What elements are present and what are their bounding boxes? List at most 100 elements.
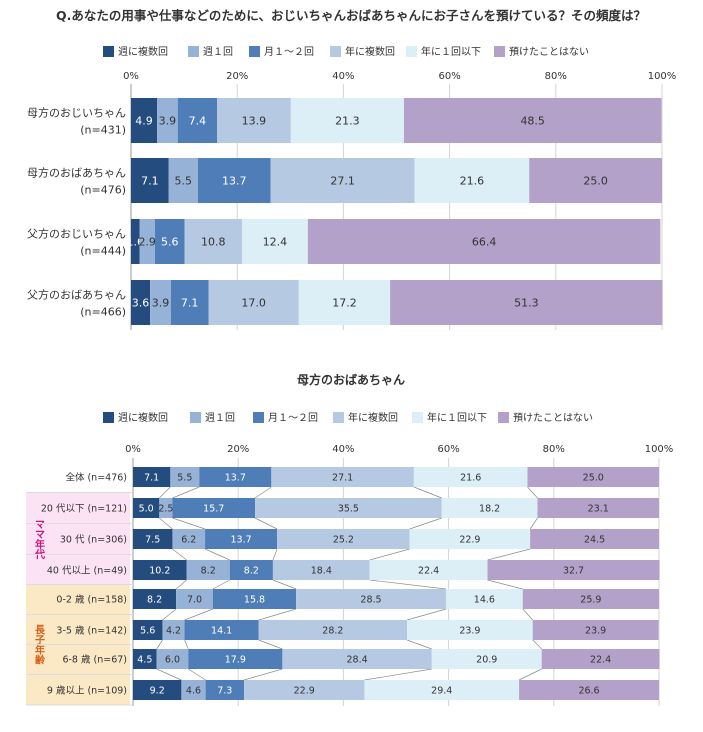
data-label-7-1: 4.6 — [186, 685, 201, 696]
legend-swatch-0 — [103, 46, 114, 57]
series-connector — [406, 639, 432, 650]
x-tick-label-4: 80% — [543, 444, 565, 455]
category-name-2: 30 代 (n=306) — [60, 535, 127, 546]
series-connector — [527, 486, 538, 499]
x-tick-label-2: 40% — [332, 71, 354, 82]
data-label-3-2: 7.1 — [181, 296, 199, 309]
series-connector — [162, 608, 177, 621]
series-connector — [413, 486, 442, 499]
category-n-3: (n=466) — [80, 306, 126, 319]
legend-swatch-1 — [190, 412, 201, 423]
data-label-6-4: 20.9 — [476, 654, 497, 665]
bar-segment-3-1 — [150, 280, 171, 325]
legend-swatch-3 — [330, 46, 341, 57]
data-label-6-2: 17.9 — [225, 654, 246, 665]
bar-segment-2-2 — [205, 529, 278, 549]
data-label-1-0: 5.0 — [139, 503, 154, 514]
legend-label-3: 年に複数回 — [348, 411, 398, 424]
series-connector — [188, 668, 206, 681]
legend-swatch-1 — [188, 46, 199, 57]
bar-segment-6-0 — [133, 649, 157, 669]
data-label-5-0: 5.6 — [140, 625, 155, 636]
data-label-1-5: 25.0 — [583, 174, 608, 187]
bar-segment-1-3 — [270, 158, 415, 203]
bar-segment-6-5 — [541, 649, 660, 669]
data-label-4-3: 28.5 — [360, 594, 381, 605]
category-n-1: (n=476) — [80, 184, 126, 197]
series-connector — [487, 579, 523, 590]
data-label-1-1: 2.5 — [158, 503, 173, 514]
x-tick-label-0: 0% — [125, 444, 141, 455]
bar-segment-0-3 — [271, 467, 414, 487]
x-tick-label-1: 20% — [227, 444, 249, 455]
legend-label-1: 週１回 — [205, 412, 235, 424]
data-label-3-0: 3.6 — [132, 296, 150, 309]
series-connector — [184, 608, 214, 621]
x-tick-label-3: 60% — [437, 444, 459, 455]
series-connector — [272, 548, 278, 561]
data-label-1-4: 21.6 — [460, 174, 485, 187]
data-label-2-4: 22.9 — [459, 534, 480, 545]
data-label-1-3: 35.5 — [338, 503, 359, 514]
bar-segment-1-1 — [168, 158, 198, 203]
bar-segment-3-2 — [229, 560, 273, 580]
x-tick-label-5: 100% — [645, 444, 674, 455]
category-name-3: 父方のおばあちゃん — [27, 288, 126, 302]
bar-segment-6-4 — [431, 649, 542, 669]
series-connector — [272, 579, 297, 590]
series-connector — [159, 486, 171, 499]
group-band-0 — [26, 493, 130, 585]
bar-segment-7-1 — [181, 680, 206, 700]
bar-segment-4-4 — [445, 589, 523, 609]
bar-segment-3-0 — [133, 560, 187, 580]
legend-label-1: 週１回 — [203, 46, 233, 58]
series-connector — [409, 517, 442, 530]
data-label-5-4: 23.9 — [459, 625, 480, 636]
data-label-2-1: 2.9 — [138, 235, 156, 248]
bar-segment-0-1 — [157, 98, 178, 143]
series-connector — [258, 639, 283, 650]
bar-segment-2-3 — [277, 529, 410, 549]
data-label-6-3: 28.4 — [346, 654, 367, 665]
data-label-6-5: 22.4 — [590, 654, 611, 665]
bar-segment-5-3 — [258, 620, 408, 640]
data-label-2-4: 12.4 — [263, 235, 288, 248]
bar-segment-4-0 — [133, 589, 177, 609]
category-n-2: (n=444) — [80, 245, 126, 258]
bar-segment-6-2 — [188, 649, 283, 669]
bar-segment-2-1 — [139, 219, 155, 264]
bar-segment-3-2 — [170, 280, 209, 325]
data-label-7-5: 26.6 — [578, 685, 599, 696]
data-label-0-2: 7.4 — [189, 114, 207, 127]
bar-segment-1-4 — [441, 498, 538, 518]
bar-segment-5-1 — [162, 620, 185, 640]
legend-label-5: 預けたことはない — [509, 46, 589, 58]
data-label-7-4: 29.4 — [431, 685, 452, 696]
data-label-0-3: 13.9 — [242, 114, 267, 127]
legend-label-2: 月１～２回 — [268, 412, 318, 424]
series-connector — [156, 639, 163, 650]
x-tick-label-3: 60% — [438, 71, 460, 82]
category-name-4: 0-2 歳 (n=158) — [56, 594, 127, 606]
legend-label-4: 年に１回以下 — [427, 411, 487, 424]
series-connector — [172, 548, 187, 561]
data-label-2-1: 6.2 — [181, 534, 196, 545]
data-label-5-3: 28.2 — [322, 625, 343, 636]
bar-segment-6-3 — [282, 649, 432, 669]
data-label-3-5: 51.3 — [514, 296, 539, 309]
category-name-7: 9 歳以上 (n=109) — [47, 685, 127, 697]
bar-segment-3-3 — [208, 280, 299, 325]
series-connector — [369, 579, 447, 590]
category-name-0: 母方のおじいちゃん — [27, 106, 126, 120]
category-name-0: 全体 (n=476) — [65, 472, 127, 484]
legend-swatch-3 — [333, 412, 344, 423]
category-n-0: (n=431) — [80, 124, 126, 137]
bar-segment-2-4 — [241, 219, 308, 264]
bar-segment-0-3 — [217, 98, 291, 143]
series-connector — [364, 668, 432, 681]
bar-segment-2-0 — [131, 219, 140, 264]
bar-segment-1-2 — [197, 158, 271, 203]
bar-segment-3-1 — [186, 560, 230, 580]
data-label-4-1: 7.0 — [187, 594, 202, 605]
